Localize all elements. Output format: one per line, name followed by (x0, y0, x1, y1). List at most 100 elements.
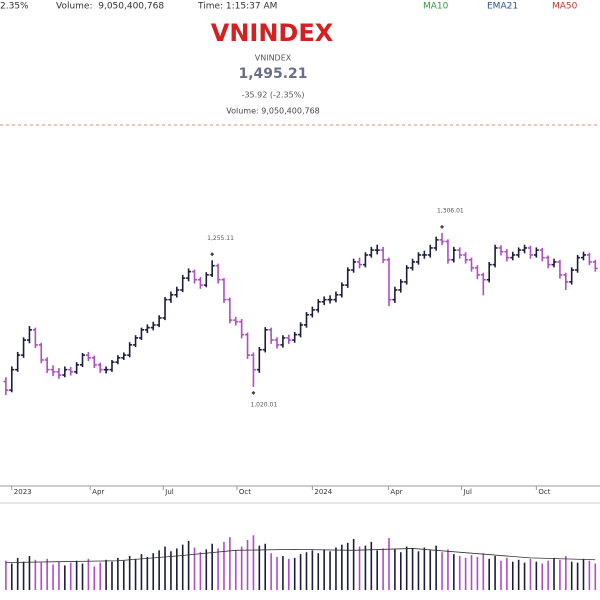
ohlc-bar (451, 246, 457, 263)
ohlc-bar (115, 355, 121, 365)
ohlc-bar (315, 299, 321, 313)
ohlc-bar (239, 319, 245, 339)
annotation-label: 1,020.01 (250, 401, 277, 408)
last-price: 1,495.21 (238, 66, 307, 82)
ohlc-bar (404, 265, 410, 285)
ohlc-bar (180, 274, 186, 293)
ohlc-bar (463, 252, 469, 264)
x-tick-label: Apr (390, 488, 402, 496)
ohlc-bar (445, 239, 451, 264)
ohlc-bar (427, 244, 433, 258)
ohlc-bar (551, 258, 557, 268)
ohlc-bar (498, 245, 504, 256)
ohlc-bar (433, 236, 439, 251)
ohlc-bar (586, 252, 592, 266)
ohlc-bar (380, 246, 386, 264)
ohlc-bar (351, 258, 357, 273)
ohlc-bar (62, 366, 68, 378)
ohlc-bar (9, 366, 15, 393)
annotation-label: 1,306.01 (437, 207, 464, 214)
ohlc-bar (345, 267, 351, 288)
ohlc-bar (103, 366, 109, 374)
ohlc-bar (539, 247, 545, 262)
ohlc-bar (309, 306, 315, 318)
x-tick-label: 2024 (314, 488, 332, 496)
ohlc-bar (533, 247, 539, 258)
ohlc-bar (268, 327, 274, 344)
annotation-marker (210, 252, 215, 257)
ohlc-bar (357, 257, 363, 269)
ohlc-bar (191, 269, 197, 284)
ohlc-bar (85, 351, 91, 362)
ohlc-bar (280, 335, 286, 348)
ohlc-bar (44, 357, 50, 373)
ohlc-bar (569, 267, 575, 285)
ohlc-bar (274, 337, 280, 349)
change-pct: 2.35% (0, 2, 29, 12)
ohlc-bar (415, 252, 421, 265)
ohlc-bar (21, 337, 27, 358)
price-change: -35.92 (-2.35%) (242, 91, 305, 100)
ohlc-bar (374, 244, 380, 255)
ohlc-bar (156, 315, 162, 328)
ohlc-bar (50, 365, 56, 377)
ohlc-bar (144, 324, 150, 334)
chart-title: VNINDEX (211, 19, 334, 47)
ohlc-bar (80, 352, 86, 367)
ohlc-bar (410, 258, 416, 271)
ohlc-bar (333, 291, 339, 303)
header-time: Time: 1:15:37 AM (197, 2, 277, 12)
ohlc-bar (474, 265, 480, 280)
indicator-legend: MA10 (423, 2, 449, 12)
ohlc-bar (74, 362, 80, 374)
ohlc-bar (580, 251, 586, 261)
ohlc-bar (292, 331, 298, 343)
ohlc-bar (457, 247, 463, 259)
ohlc-bar (339, 282, 345, 298)
ohlc-bar (15, 351, 21, 372)
ohlc-bar (398, 279, 404, 293)
ohlc-bar (97, 362, 103, 373)
ohlc-bar (215, 263, 221, 284)
ohlc-bar (209, 260, 215, 278)
ohlc-bar (286, 334, 292, 344)
ohlc-bar (575, 254, 581, 273)
subtitle: VNINDEX (255, 54, 292, 63)
ohlc-bar (327, 295, 333, 304)
ohlc-bar (186, 268, 192, 282)
ohlc-bar (3, 377, 9, 395)
header-volume: Volume: 9,050,400,768 (56, 2, 164, 12)
ohlc-bar (527, 245, 533, 259)
ohlc-bar (557, 259, 563, 279)
x-tick-label: Apr (92, 488, 104, 496)
ohlc-bar (245, 332, 251, 359)
ohlc-bar (321, 296, 327, 306)
ohlc-bar (592, 259, 598, 272)
ohlc-bar (221, 278, 227, 303)
ohlc-bar (127, 342, 133, 358)
ohlc-bar (138, 327, 144, 341)
ohlc-bar (56, 368, 62, 379)
ohlc-bar (121, 352, 127, 360)
annotation-label: 1,255.11 (207, 235, 234, 242)
ohlc-bar (174, 286, 180, 298)
ohlc-bar (392, 286, 398, 303)
indicator-legend: EMA21 (487, 2, 518, 12)
ohlc-bar (504, 249, 510, 262)
ohlc-bar (91, 355, 97, 369)
ohlc-bar (262, 327, 268, 353)
ohlc-bar (386, 257, 392, 307)
ohlc-bar (368, 246, 374, 258)
ohlc-bar (421, 250, 427, 259)
ohlc-bar (68, 366, 74, 376)
ohlc-bar (516, 247, 522, 258)
ohlc-bar (303, 312, 309, 328)
ohlc-bar (168, 291, 174, 303)
volume-ma-line (5, 548, 596, 564)
ohlc-bar (133, 335, 139, 348)
ohlc-bar (510, 251, 516, 261)
x-tick-label: 2023 (14, 488, 32, 496)
ohlc-bar (250, 352, 256, 387)
annotation-marker (440, 224, 445, 229)
